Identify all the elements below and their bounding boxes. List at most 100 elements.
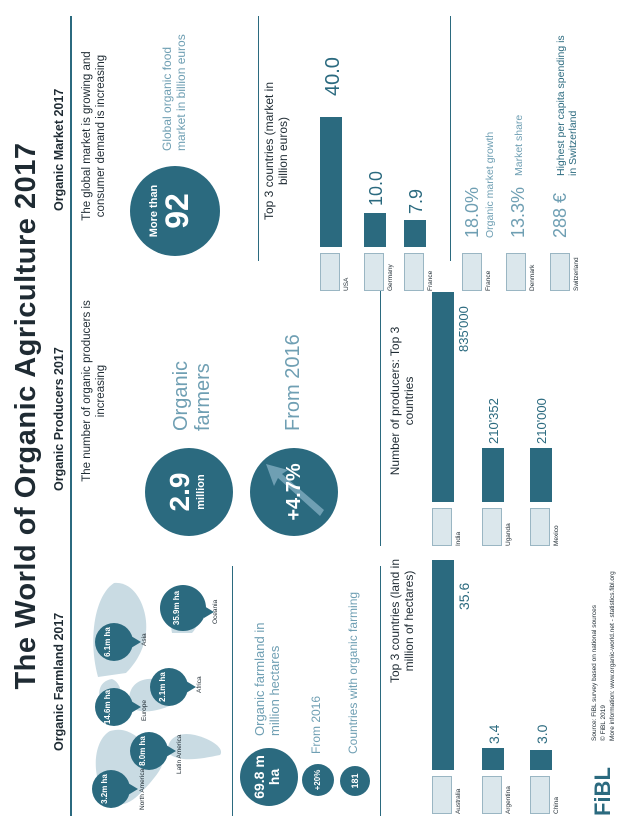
- producers-intro: The number of organic producers is incre…: [81, 300, 107, 482]
- market-value-3: 7.9: [406, 188, 426, 214]
- region-pin-europe: 14.6m ha: [95, 688, 133, 726]
- farmland-bar-2: [482, 748, 504, 770]
- producers-top-title: Number of producers: Top 3 countries: [388, 326, 416, 476]
- market-bar-2: [364, 213, 386, 247]
- region-label-europe: Europe: [141, 700, 148, 721]
- market-country-3: France: [427, 270, 434, 291]
- header-rule: [70, 16, 72, 816]
- growth-value: +4.7%: [283, 463, 305, 521]
- farmland-total-label: Organic farmland in million hectares: [252, 622, 282, 736]
- region-label-africa: Africa: [196, 676, 203, 693]
- footer-copyright: © FiBL 2019: [600, 705, 607, 741]
- market-country-1: USA: [343, 277, 350, 291]
- producers-value-1: 835'000: [456, 306, 471, 352]
- region-pin-africa: 2.1m ha: [150, 668, 188, 706]
- flag-india-icon: [432, 508, 452, 546]
- farmland-growth-circle: +20%: [302, 764, 334, 796]
- fact-value-3: 288 €: [550, 192, 570, 238]
- farmers-value: 2.9: [164, 472, 195, 512]
- producers-bar-3: [530, 448, 552, 502]
- region-label-latin-america: Latin America: [176, 734, 183, 774]
- growth-circle: +4.7%: [250, 448, 338, 536]
- footer-source: Source: FiBL survey based on national so…: [591, 605, 598, 741]
- fact-label-2: Market share: [513, 114, 525, 176]
- farmland-header: Organic Farmland 2017: [52, 612, 66, 751]
- farmland-value-1: 35.6: [456, 582, 472, 610]
- region-label-oceania: Oceania: [212, 599, 219, 624]
- flag-switzerland-icon: [550, 253, 570, 291]
- market-bar-1: [320, 117, 342, 247]
- fact-label-1: Organic market growth: [484, 131, 496, 238]
- market-circle-value: 92: [159, 193, 195, 229]
- farmland-value-3: 3.0: [534, 724, 550, 744]
- farmland-country-3: China: [553, 797, 560, 814]
- up-arrow-icon: [266, 464, 324, 516]
- market-bar-3: [404, 220, 426, 247]
- market-country-2: Germany: [387, 264, 394, 291]
- region-pin-north-america: 3.2m ha: [92, 770, 130, 808]
- flag-france-icon: [404, 253, 424, 291]
- growth-label: From 2016: [282, 334, 304, 431]
- farmland-divider: [232, 566, 233, 816]
- region-label-north-america: North America: [139, 768, 146, 810]
- market-value-1: 40.0: [322, 57, 344, 96]
- flag-germany-icon: [364, 253, 384, 291]
- farmland-country-1: Australia: [455, 788, 462, 814]
- footer-more-info: More information: www.organic-world.net …: [609, 571, 616, 741]
- flag-denmark-icon: [506, 253, 526, 291]
- farmers-circle: 2.9 million: [145, 448, 233, 536]
- market-top-title: Top 3 countries (market in billion euros…: [262, 81, 290, 221]
- producers-country-1: India: [455, 531, 462, 546]
- flag-mexico-icon: [530, 508, 550, 546]
- producers-bar-1: [432, 292, 454, 502]
- producers-country-3: Mexico: [553, 525, 560, 546]
- producers-header: Organic Producers 2017: [52, 347, 66, 491]
- farmers-unit: million: [195, 474, 207, 510]
- fact-label-3: Highest per capita spending is in Switze…: [555, 35, 579, 176]
- flag-australia-icon: [432, 776, 452, 814]
- market-circle-label: Global organic food market in billion eu…: [160, 34, 188, 151]
- market-header: Organic Market 2017: [52, 88, 66, 211]
- flag-uganda-icon: [482, 508, 502, 546]
- fact-country-2: Denmark: [529, 264, 536, 291]
- fibl-logo: FiBL: [590, 767, 615, 816]
- farmland-country-2: Argentina: [505, 786, 512, 814]
- producers-value-2: 210'352: [486, 398, 501, 444]
- farmland-value-2: 3.4: [486, 724, 502, 744]
- fact-value-1: 18.0%: [462, 186, 482, 238]
- flag-usa-icon: [320, 253, 340, 291]
- market-divider: [258, 16, 259, 261]
- region-pin-oceania: 35.9m ha: [160, 585, 206, 631]
- market-value-2: 10.0: [366, 170, 386, 206]
- farmland-growth-value: +20%: [313, 769, 322, 791]
- farmland-total-circle: 69.8 m ha: [240, 748, 298, 806]
- market-intro: The global market is growing and consume…: [81, 51, 107, 221]
- farmland-bar-1: [432, 560, 454, 770]
- page-title: The World of Organic Agriculture 2017: [10, 142, 42, 690]
- countries-value: 181: [350, 773, 360, 789]
- flag-france-fact-icon: [462, 253, 482, 291]
- countries-label: Countries with organic farming: [346, 591, 360, 754]
- countries-circle: 181: [340, 766, 370, 796]
- market-circle: More than 92: [130, 166, 220, 256]
- fact-country-1: France: [485, 270, 492, 291]
- producers-value-3: 210'000: [534, 398, 549, 444]
- fact-value-2: 13.3%: [508, 186, 528, 238]
- farmland-growth-label: From 2016: [309, 695, 323, 754]
- region-pin-asia: 6.1m ha: [95, 623, 133, 661]
- producers-bar-2: [482, 448, 504, 502]
- farmland-top-title: Top 3 countries (land in million of hect…: [388, 558, 416, 684]
- producers-country-2: Uganda: [505, 523, 512, 546]
- farmers-label: Organic farmers: [170, 360, 214, 431]
- market-divider-2: [450, 16, 451, 261]
- producers-divider: [380, 281, 381, 546]
- farmland-bar-3: [530, 750, 552, 770]
- farmland-divider-2: [380, 566, 381, 816]
- region-label-asia: Asia: [141, 633, 148, 646]
- region-pin-latin-america: 8.0m ha: [130, 732, 168, 770]
- flag-china-icon: [530, 776, 550, 814]
- farmland-total-value: 69.8 m ha: [251, 755, 282, 799]
- fact-country-3: Switzerland: [573, 257, 580, 291]
- flag-argentina-icon: [482, 776, 502, 814]
